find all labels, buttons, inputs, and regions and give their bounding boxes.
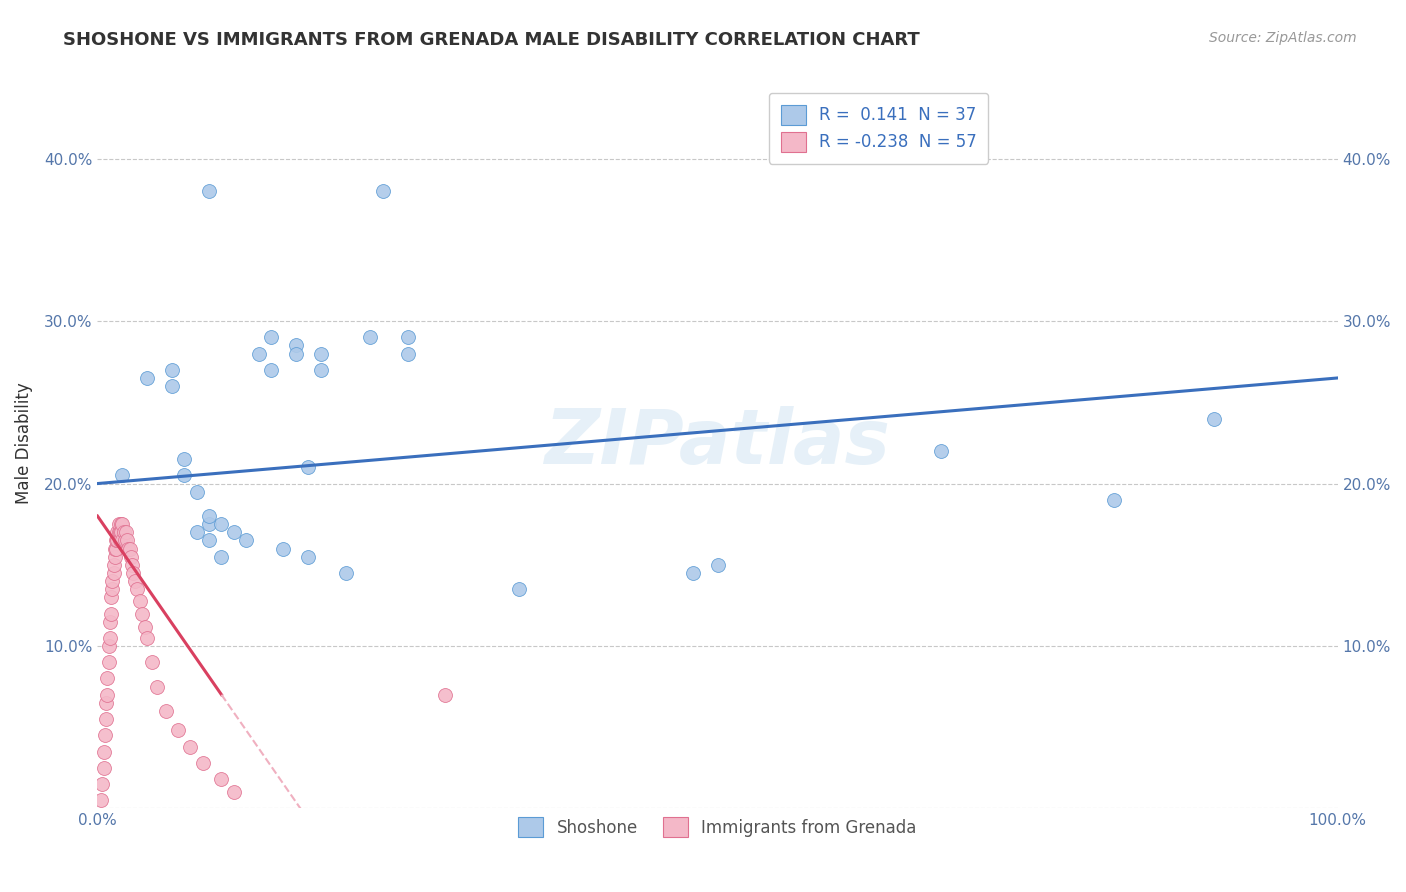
Point	[235, 533, 257, 548]
Point	[111, 468, 134, 483]
Point	[103, 558, 125, 572]
Point	[96, 688, 118, 702]
Point	[101, 574, 124, 588]
Point	[191, 756, 214, 770]
Point	[103, 566, 125, 580]
Point	[105, 533, 128, 548]
Point	[297, 549, 319, 564]
Text: Source: ZipAtlas.com: Source: ZipAtlas.com	[1209, 31, 1357, 45]
Point	[929, 444, 952, 458]
Point	[110, 525, 132, 540]
Point	[101, 582, 124, 596]
Point	[128, 593, 150, 607]
Point	[211, 549, 233, 564]
Point	[198, 509, 221, 524]
Point	[91, 777, 114, 791]
Point	[309, 346, 332, 360]
Point	[105, 525, 128, 540]
Point	[100, 591, 122, 605]
Text: SHOSHONE VS IMMIGRANTS FROM GRENADA MALE DISABILITY CORRELATION CHART: SHOSHONE VS IMMIGRANTS FROM GRENADA MALE…	[63, 31, 920, 49]
Point	[107, 525, 129, 540]
Point	[112, 525, 135, 540]
Point	[309, 363, 332, 377]
Point	[107, 517, 129, 532]
Point	[173, 468, 195, 483]
Point	[284, 346, 307, 360]
Point	[124, 574, 146, 588]
Point	[115, 533, 138, 548]
Point	[160, 379, 183, 393]
Point	[198, 184, 221, 198]
Point	[111, 533, 134, 548]
Point	[396, 330, 419, 344]
Point	[396, 346, 419, 360]
Point	[117, 541, 139, 556]
Point	[94, 728, 117, 742]
Point	[134, 619, 156, 633]
Point	[173, 452, 195, 467]
Point	[100, 607, 122, 621]
Point	[97, 639, 120, 653]
Point	[359, 330, 381, 344]
Point	[433, 688, 456, 702]
Point	[120, 549, 142, 564]
Point	[114, 533, 136, 548]
Point	[127, 582, 149, 596]
Point	[96, 696, 118, 710]
Point	[222, 785, 245, 799]
Point	[682, 566, 704, 580]
Point	[198, 533, 221, 548]
Point	[93, 761, 115, 775]
Point	[1202, 411, 1225, 425]
Point	[98, 631, 121, 645]
Point	[115, 525, 138, 540]
Text: ZIPatlas: ZIPatlas	[544, 406, 890, 480]
Point	[284, 338, 307, 352]
Point	[186, 525, 208, 540]
Point	[105, 533, 128, 548]
Point	[335, 566, 357, 580]
Point	[260, 330, 283, 344]
Point	[186, 484, 208, 499]
Point	[118, 541, 141, 556]
Point	[155, 704, 177, 718]
Legend: Shoshone, Immigrants from Grenada: Shoshone, Immigrants from Grenada	[512, 810, 924, 844]
Point	[96, 672, 118, 686]
Point	[297, 460, 319, 475]
Point	[110, 517, 132, 532]
Point	[706, 558, 728, 572]
Point	[160, 363, 183, 377]
Point	[136, 631, 159, 645]
Point	[167, 723, 190, 738]
Point	[122, 566, 145, 580]
Point	[93, 745, 115, 759]
Point	[90, 793, 112, 807]
Point	[260, 363, 283, 377]
Point	[211, 772, 233, 787]
Point	[1104, 492, 1126, 507]
Point	[136, 371, 159, 385]
Point	[111, 517, 134, 532]
Point	[247, 346, 270, 360]
Point	[96, 712, 118, 726]
Point	[273, 541, 295, 556]
Point	[146, 680, 169, 694]
Point	[211, 517, 233, 532]
Point	[121, 558, 143, 572]
Point	[104, 541, 127, 556]
Point	[97, 655, 120, 669]
Point	[108, 533, 131, 548]
Point	[141, 655, 163, 669]
Point	[508, 582, 530, 596]
Point	[131, 607, 153, 621]
Point	[198, 517, 221, 532]
Point	[371, 184, 394, 198]
Point	[98, 615, 121, 629]
Point	[222, 525, 245, 540]
Point	[104, 549, 127, 564]
Point	[179, 739, 201, 754]
Point	[108, 525, 131, 540]
Y-axis label: Male Disability: Male Disability	[15, 382, 32, 504]
Point	[105, 541, 128, 556]
